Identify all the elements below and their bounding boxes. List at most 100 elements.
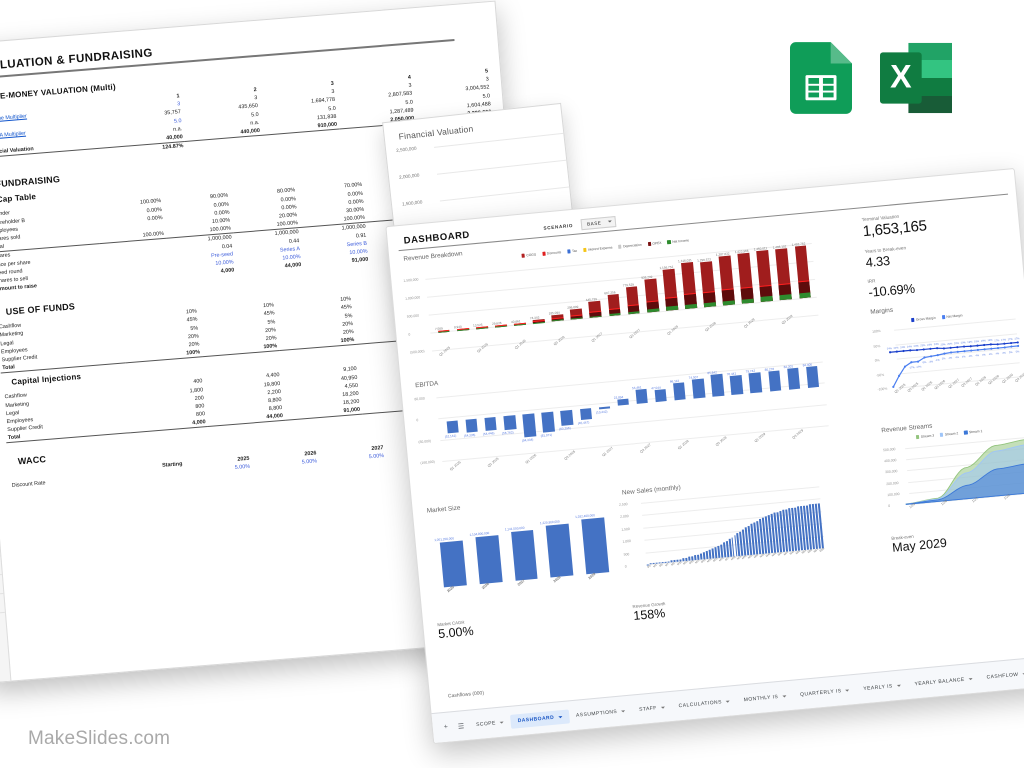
bar[interactable] <box>446 420 459 434</box>
sheet-tab-label: CALCULATIONS <box>678 698 723 709</box>
x-axis-tick: Q3 2025 <box>476 342 489 354</box>
bar[interactable] <box>775 247 793 301</box>
y-axis-tick: 1,000,000 <box>404 295 421 301</box>
market-size-chart[interactable]: 1,051,200,000 2025 1,104,800,000 2026 1,141,… <box>423 499 621 612</box>
legend-label: Net Income <box>672 238 690 244</box>
market-cagr-kpi: Market CAGR 5.00% <box>437 604 630 641</box>
line-value-label: 23% <box>933 343 939 347</box>
bar[interactable] <box>551 313 564 322</box>
bar[interactable] <box>560 409 574 427</box>
bar[interactable] <box>654 389 668 402</box>
line-value-label: -17% <box>915 365 922 369</box>
bar[interactable] <box>718 255 735 306</box>
bar[interactable] <box>690 556 694 561</box>
bar[interactable] <box>679 559 682 562</box>
revenue-streams-chart[interactable]: Stream 3 Stream 2 Stream 1 500,000 400,000 30… <box>882 423 1024 528</box>
chevron-down-icon <box>621 709 626 713</box>
bar[interactable] <box>510 530 538 581</box>
gridline <box>432 314 819 352</box>
sheet-tab-dashboard[interactable]: DASHBOARD <box>510 708 570 729</box>
legend-item: Tax <box>567 249 577 254</box>
sheet-tab-yearly-is[interactable]: YEARLY IS <box>856 678 909 697</box>
x-axis-tick: Q1 2027 <box>601 446 614 458</box>
bar[interactable] <box>661 562 664 564</box>
bar[interactable] <box>691 378 706 399</box>
bar[interactable] <box>786 367 801 390</box>
bar[interactable] <box>522 412 537 438</box>
chevron-down-icon <box>608 220 613 223</box>
sheet-tab-scope[interactable]: SCOPE <box>469 714 512 732</box>
bar[interactable] <box>625 285 640 315</box>
bar[interactable] <box>673 382 687 400</box>
bar[interactable] <box>756 250 774 302</box>
dashboard-card[interactable]: DASHBOARD SCENARIO BASE Revenue Breakdow… <box>385 167 1024 745</box>
sheet-tab-staff[interactable]: STAFF <box>631 699 672 717</box>
y-axis-tick: 0 <box>416 418 419 423</box>
google-sheets-icon <box>790 42 852 114</box>
x-axis-tick: Q1 2029 <box>742 317 756 329</box>
sheet-tab-calculations[interactable]: CALCULATIONS <box>671 693 737 713</box>
bar[interactable] <box>748 372 763 393</box>
y-axis-tick: (500,000) <box>409 349 425 355</box>
all-sheets-icon[interactable]: ☰ <box>457 722 465 731</box>
bar[interactable] <box>710 374 725 397</box>
sheet-tab-yearly-balance[interactable]: YEARLY BALANCE <box>907 671 980 692</box>
kpi-column: Terminal Valuation 1,653,165 Years to Br… <box>862 203 1024 555</box>
bar[interactable] <box>655 562 658 564</box>
bar[interactable] <box>635 389 648 404</box>
gridline <box>442 425 829 463</box>
margins-chart[interactable]: Gross Margin Net Margin 100% 50% 0% -50% -100%… <box>871 304 1024 413</box>
line-value-label: 24% <box>893 346 899 350</box>
line-value-label: 4% <box>948 356 953 360</box>
bar[interactable] <box>465 418 479 433</box>
bar[interactable] <box>541 411 555 433</box>
y-axis-tick: (80,000) <box>418 438 432 444</box>
bar-value-label: (81,071) <box>540 432 553 438</box>
bar[interactable] <box>617 398 629 406</box>
bar[interactable] <box>607 293 621 316</box>
bar[interactable] <box>570 308 583 320</box>
add-sheet-icon[interactable]: + <box>443 723 449 732</box>
legend-label: Interest Expense <box>587 245 613 252</box>
bar[interactable] <box>581 517 609 575</box>
scenario-value: BASE <box>586 220 602 227</box>
bar[interactable] <box>484 416 498 431</box>
bar[interactable] <box>440 540 468 588</box>
bar[interactable] <box>545 523 574 578</box>
x-axis-tick: Q3 2027 <box>639 442 652 454</box>
line-value-label: 20% <box>953 342 960 346</box>
legend-label: Depreciation <box>623 242 642 249</box>
sheet-tab-monthly-is[interactable]: MONTHLY IS <box>736 688 794 707</box>
svg-text:X: X <box>890 58 912 94</box>
bar[interactable] <box>503 414 517 430</box>
bar[interactable] <box>767 370 782 392</box>
bar[interactable] <box>729 374 744 395</box>
bar[interactable] <box>794 245 812 299</box>
bar[interactable] <box>667 561 670 563</box>
scenario-dropdown[interactable]: BASE <box>580 216 617 230</box>
bar[interactable] <box>475 535 503 585</box>
bar-value-label: 85,842 <box>707 370 718 376</box>
bar-value-label: 7,569 <box>434 325 443 331</box>
bar[interactable] <box>588 301 602 318</box>
bar[interactable] <box>737 252 755 304</box>
legend-swatch <box>582 248 587 252</box>
bar[interactable] <box>680 261 697 309</box>
bar[interactable] <box>662 269 678 311</box>
new-sales-chart[interactable]: 2,500 2,000 1,500 1,000 500 0 M1 M3 M5 M7 M9 M11 M13… <box>619 480 832 595</box>
bar[interactable] <box>685 557 688 562</box>
bar[interactable] <box>805 365 820 388</box>
y-axis-tick: 1,500 <box>621 526 631 532</box>
sheet-tab-quarterly-is[interactable]: QUARTERLY IS <box>793 682 858 702</box>
bar[interactable] <box>699 260 716 308</box>
kpi-years-breakeven: Years to Break-even 4.33 <box>864 235 1015 270</box>
sheet-tab-assumptions[interactable]: ASSUMPTIONS <box>568 703 632 723</box>
x-axis-tick: Q1 2026 <box>514 338 528 350</box>
bar[interactable] <box>673 560 676 563</box>
bar[interactable] <box>644 278 659 313</box>
bar-value-label: 80,276 <box>764 366 775 372</box>
sheet-tab-cashflow[interactable]: CASHFLOW <box>979 666 1024 685</box>
bar[interactable] <box>579 407 592 420</box>
x-axis-tick: Q3 2026 <box>563 449 576 461</box>
legend-swatch <box>618 244 622 249</box>
